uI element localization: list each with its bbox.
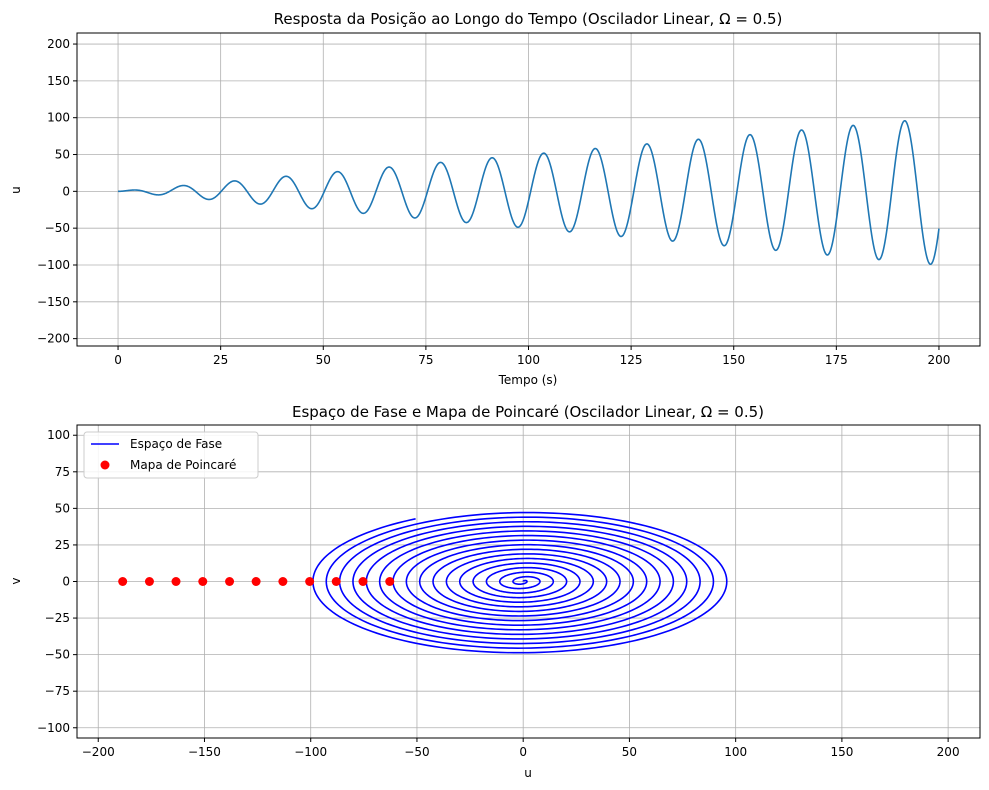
phase-space-axes: Espaço de Fase e Mapa de Poincaré (Oscil… [9,403,981,780]
chart2-ytick-label: 50 [55,501,70,515]
chart1-xtick-label: 125 [620,353,643,367]
poincare-point [225,577,235,586]
poincare-point [385,577,395,586]
chart2-ytick-label: −25 [45,611,70,625]
poincare-point [171,577,181,586]
chart2-ytick-label: −100 [37,721,70,735]
chart2-xtick-label: 200 [937,745,960,759]
time-response-axes: Resposta da Posição ao Longo do Tempo (O… [9,10,981,387]
chart2-phase-line [312,511,728,654]
chart1-ytick-label: 50 [55,148,70,162]
chart1-ticks: 0 25 50 75 100 125 150 175 200 −200 −150 −100 −50 0 50… [37,37,950,367]
chart1-xtick-label: 25 [213,353,228,367]
chart1-ytick-label: 150 [47,74,70,88]
poincare-point [305,577,315,586]
chart2-xtick-label: −200 [82,745,115,759]
legend-label-phase: Espaço de Fase [130,437,222,451]
chart1-xtick-label: 175 [825,353,848,367]
chart1-title: Resposta da Posição ao Longo do Tempo (O… [274,10,783,28]
chart1-xlabel: Tempo (s) [498,373,558,387]
chart2-ytick-label: −75 [45,684,70,698]
chart1-xtick-label: 0 [114,353,122,367]
chart1-xtick-label: 75 [418,353,433,367]
chart2-xtick-label: −50 [404,745,429,759]
chart2-ylabel: v [9,577,23,584]
chart1-ytick-label: −100 [37,258,70,272]
poincare-point [144,577,154,586]
chart2-xtick-label: 100 [724,745,747,759]
poincare-point [358,577,368,586]
chart2-xtick-label: 0 [519,745,527,759]
chart2-ticks: −200 −150 −100 −50 0 50 100 150 200 −100 −75 −50 −25… [37,428,960,759]
chart2-legend: Espaço de Fase Mapa de Poincaré [83,431,259,479]
chart1-ytick-label: 0 [62,184,70,198]
chart1-ylabel: u [9,186,23,194]
chart2-ytick-label: 0 [62,575,70,589]
poincare-point [118,577,128,586]
chart1-ytick-label: 200 [47,37,70,51]
chart2-xtick-label: 50 [622,745,637,759]
poincare-point [198,577,208,586]
poincare-point [331,577,341,586]
chart1-ytick-label: −150 [37,295,70,309]
chart1-series-line [118,119,940,266]
chart2-xtick-label: 150 [830,745,853,759]
chart1-ytick-label: −50 [45,221,70,235]
chart2-ytick-label: 100 [47,428,70,442]
chart1-xtick-label: 50 [316,353,331,367]
poincare-point [251,577,261,586]
chart2-xlabel: u [524,766,532,780]
chart2-ytick-label: 25 [55,538,70,552]
chart1-grid [77,33,980,346]
chart2-title: Espaço de Fase e Mapa de Poincaré (Oscil… [292,403,764,421]
chart1-xtick-label: 150 [722,353,745,367]
legend-box [83,431,259,479]
poincare-point [278,577,288,586]
chart1-xtick-label: 200 [928,353,951,367]
legend-dot-swatch [100,460,110,470]
legend-label-poincare: Mapa de Poincaré [130,458,236,472]
chart2-ytick-label: 75 [55,465,70,479]
chart1-ytick-label: −200 [37,332,70,346]
chart2-xtick-label: −150 [188,745,221,759]
chart2-xtick-label: −100 [294,745,327,759]
chart1-ytick-label: 100 [47,111,70,125]
chart2-poincare-points [118,577,395,586]
chart1-xtick-label: 100 [517,353,540,367]
chart2-ytick-label: −50 [45,648,70,662]
